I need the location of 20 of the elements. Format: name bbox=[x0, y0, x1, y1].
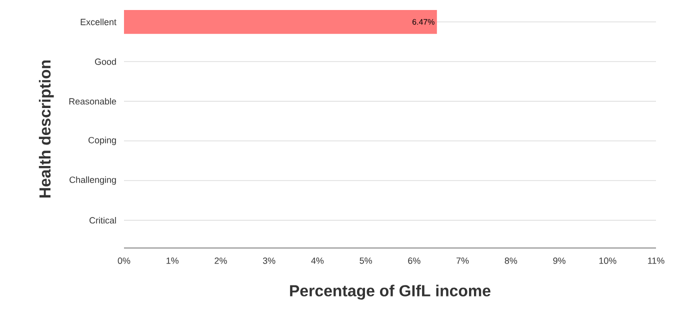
x-tick-label: 0% bbox=[118, 258, 130, 264]
x-tick-label: 8% bbox=[504, 258, 518, 264]
x-tick-label: 5% bbox=[360, 258, 372, 264]
y-tick-label: Challenging bbox=[70, 176, 116, 185]
x-tick-label: 1% bbox=[166, 258, 179, 264]
x-tick-label: 9% bbox=[553, 258, 566, 264]
y-tick-label: Excellent bbox=[80, 18, 116, 26]
x-tick-label: 2% bbox=[214, 258, 227, 264]
x-tick-label: 3% bbox=[262, 258, 276, 264]
y-tick-label: Good bbox=[95, 58, 116, 65]
y-tick-label: Coping bbox=[88, 136, 116, 146]
x-axis-title: Percentage of GIfL income bbox=[290, 284, 490, 300]
x-tick-label: 6% bbox=[408, 258, 420, 264]
x-tick-label: 11% bbox=[648, 258, 664, 264]
y-tick-label: Reasonable bbox=[69, 98, 116, 105]
x-tick-label: 4% bbox=[311, 258, 324, 264]
x-tick-label: 10% bbox=[599, 258, 616, 264]
y-tick-label: Critical bbox=[90, 216, 116, 224]
y-axis-title: Health description bbox=[38, 60, 54, 198]
x-tick-label: 7% bbox=[456, 258, 469, 264]
